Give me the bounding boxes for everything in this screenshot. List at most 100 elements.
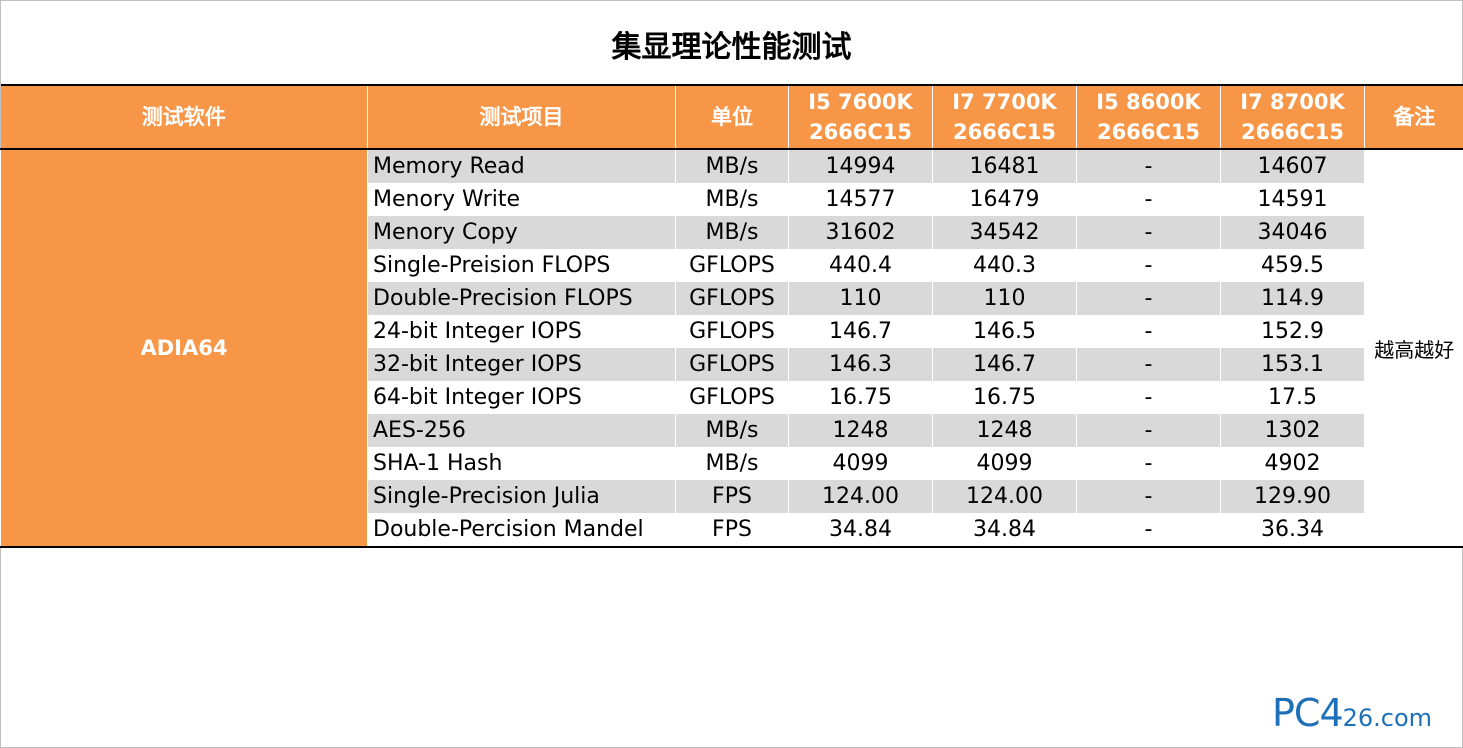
header-cpu2-model: I7 7700K	[952, 90, 1057, 114]
header-cpu1-memory: 2666C15	[808, 120, 913, 144]
table-row: Single-Precision Julia FPS 124.00 124.00-12…	[1, 480, 1463, 513]
unit-cell: MB/s	[675, 149, 789, 183]
value-i7-8700k-cell: 153.1	[1220, 348, 1365, 381]
value-i7-8700k-cell: 4902	[1220, 447, 1365, 480]
value-i5-8600k-cell: -	[1076, 282, 1221, 315]
software-cell: ADIA64	[0, 149, 368, 547]
header-cpu-i7-8700k: I7 8700K 2666C15	[1220, 85, 1365, 149]
table-row: 32-bit Integer IOPS GFLOPS 146.3 146.7-153.…	[1, 348, 1463, 381]
value-i7-7700k-cell: 34.84	[932, 513, 1077, 547]
table-row: Menory Write MB/s 14577 16479-14591	[1, 183, 1463, 216]
header-cpu3-model: I5 8600K	[1096, 90, 1201, 114]
note-cell: 越高越好	[1364, 149, 1463, 547]
test-item-cell: Single-Preision FLOPS	[367, 249, 676, 282]
value-i7-8700k-cell: 14607	[1220, 149, 1365, 183]
table-row: Double-Precision FLOPS GFLOPS 110 110-114.9	[1, 282, 1463, 315]
header-cpu-i5-7600k: I5 7600K 2666C15	[788, 85, 933, 149]
value-i5-7600k-cell: 146.7	[788, 315, 933, 348]
value-i5-8600k-cell: -	[1076, 149, 1221, 183]
value-i5-7600k-cell: 110	[788, 282, 933, 315]
value-i7-7700k-cell: 110	[932, 282, 1077, 315]
value-i5-7600k-cell: 14577	[788, 183, 933, 216]
test-item-cell: SHA-1 Hash	[367, 447, 676, 480]
value-i7-8700k-cell: 129.90	[1220, 480, 1365, 513]
value-i7-7700k-cell: 34542	[932, 216, 1077, 249]
value-i5-7600k-cell: 31602	[788, 216, 933, 249]
unit-cell: FPS	[675, 513, 789, 547]
header-note: 备注	[1364, 85, 1463, 149]
value-i5-8600k-cell: -	[1076, 183, 1221, 216]
value-i5-8600k-cell: -	[1076, 447, 1221, 480]
header-software: 测试软件	[0, 85, 368, 149]
unit-cell: GFLOPS	[675, 315, 789, 348]
value-i7-8700k-cell: 14591	[1220, 183, 1365, 216]
value-i5-8600k-cell: -	[1076, 381, 1221, 414]
header-cpu3-memory: 2666C15	[1096, 120, 1201, 144]
benchmark-table: 测试软件 测试项目 单位 I5 7600K 2666C15 I7 7700K 266…	[0, 84, 1463, 548]
value-i5-7600k-cell: 1248	[788, 414, 933, 447]
value-i5-7600k-cell: 440.4	[788, 249, 933, 282]
value-i5-8600k-cell: -	[1076, 414, 1221, 447]
value-i7-7700k-cell: 16481	[932, 149, 1077, 183]
table-row: SHA-1 Hash MB/s 4099 4099-4902	[1, 447, 1463, 480]
table-row: AES-256 MB/s 1248 1248-1302	[1, 414, 1463, 447]
test-item-cell: Double-Precision FLOPS	[367, 282, 676, 315]
test-item-cell: 64-bit Integer IOPS	[367, 381, 676, 414]
header-cpu-i5-8600k: I5 8600K 2666C15	[1076, 85, 1221, 149]
value-i7-8700k-cell: 36.34	[1220, 513, 1365, 547]
value-i5-8600k-cell: -	[1076, 348, 1221, 381]
table-row: Menory Copy MB/s 31602 34542-34046	[1, 216, 1463, 249]
value-i7-7700k-cell: 1248	[932, 414, 1077, 447]
watermark-logo-domain: 26.com	[1342, 704, 1433, 732]
header-cpu4-model: I7 8700K	[1240, 90, 1345, 114]
test-item-cell: AES-256	[367, 414, 676, 447]
header-unit: 单位	[675, 85, 789, 149]
test-item-cell: Menory Copy	[367, 216, 676, 249]
value-i5-7600k-cell: 4099	[788, 447, 933, 480]
unit-cell: FPS	[675, 480, 789, 513]
test-item-cell: Single-Precision Julia	[367, 480, 676, 513]
value-i7-8700k-cell: 114.9	[1220, 282, 1365, 315]
table-body: ADIA64 Memory Read MB/s 14994 16481-14607 越高越…	[0, 149, 1463, 547]
header-cpu-i7-7700k: I7 7700K 2666C15	[932, 85, 1077, 149]
unit-cell: GFLOPS	[675, 282, 789, 315]
value-i5-7600k-cell: 16.75	[788, 381, 933, 414]
value-i7-7700k-cell: 440.3	[932, 249, 1077, 282]
value-i7-7700k-cell: 16479	[932, 183, 1077, 216]
value-i7-8700k-cell: 34046	[1220, 216, 1365, 249]
value-i5-7600k-cell: 14994	[788, 149, 933, 183]
test-item-cell: 32-bit Integer IOPS	[367, 348, 676, 381]
unit-cell: GFLOPS	[675, 249, 789, 282]
value-i7-8700k-cell: 1302	[1220, 414, 1365, 447]
page-title: 集显理论性能测试	[611, 30, 852, 65]
test-item-cell: Menory Write	[367, 183, 676, 216]
value-i5-7600k-cell: 34.84	[788, 513, 933, 547]
header-cpu4-memory: 2666C15	[1240, 120, 1345, 144]
table-row: 64-bit Integer IOPS GFLOPS 16.75 16.75-17.5	[1, 381, 1463, 414]
unit-cell: MB/s	[675, 447, 789, 480]
header-cpu2-memory: 2666C15	[952, 120, 1057, 144]
value-i7-7700k-cell: 4099	[932, 447, 1077, 480]
value-i5-7600k-cell: 124.00	[788, 480, 933, 513]
header-item: 测试项目	[367, 85, 676, 149]
table-row: Single-Preision FLOPS GFLOPS 440.4 440.3-45…	[1, 249, 1463, 282]
value-i7-7700k-cell: 146.7	[932, 348, 1077, 381]
watermark-logo-main: PC4	[1272, 691, 1344, 735]
value-i5-8600k-cell: -	[1076, 249, 1221, 282]
table-row: Double-Percision Mandel FPS 34.84 34.84-36.…	[1, 513, 1463, 547]
value-i5-8600k-cell: -	[1076, 480, 1221, 513]
unit-cell: MB/s	[675, 216, 789, 249]
unit-cell: MB/s	[675, 183, 789, 216]
unit-cell: GFLOPS	[675, 348, 789, 381]
value-i5-8600k-cell: -	[1076, 315, 1221, 348]
value-i7-8700k-cell: 17.5	[1220, 381, 1365, 414]
header-cpu1-model: I5 7600K	[808, 90, 913, 114]
value-i7-8700k-cell: 459.5	[1220, 249, 1365, 282]
value-i7-7700k-cell: 16.75	[932, 381, 1077, 414]
unit-cell: MB/s	[675, 414, 789, 447]
value-i7-7700k-cell: 124.00	[932, 480, 1077, 513]
test-item-cell: 24-bit Integer IOPS	[367, 315, 676, 348]
value-i5-8600k-cell: -	[1076, 216, 1221, 249]
table-row: ADIA64 Memory Read MB/s 14994 16481-14607 越高越…	[0, 149, 1463, 547]
table-row: 24-bit Integer IOPS GFLOPS 146.7 146.5-152.…	[1, 315, 1463, 348]
